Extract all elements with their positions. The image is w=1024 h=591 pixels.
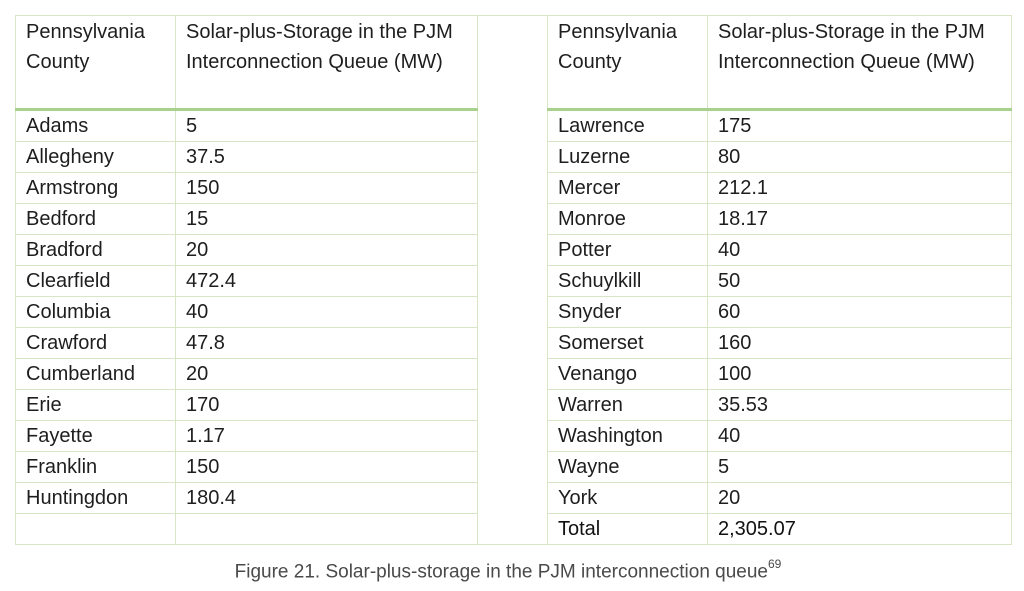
county-cell: Luzerne (547, 141, 708, 173)
mw-cell: 5 (175, 109, 478, 142)
mw-cell: 80 (707, 141, 1012, 173)
column-spacer (477, 482, 548, 514)
county-cell: York (547, 482, 708, 514)
county-cell: Wayne (547, 451, 708, 483)
table-row: Bradford 20 Potter 40 (15, 234, 1012, 266)
table-body: Adams 5 Lawrence 175 Allegheny 37.5 Luzerne 80 A… (15, 109, 1012, 545)
mw-cell: 18.17 (707, 203, 1012, 235)
county-cell: Allegheny (15, 141, 176, 173)
column-spacer (477, 172, 548, 204)
mw-cell: 20 (175, 234, 478, 266)
county-cell (15, 513, 176, 545)
county-cell: Adams (15, 109, 176, 142)
county-cell: Lawrence (547, 109, 708, 142)
mw-cell: 212.1 (707, 172, 1012, 204)
table-row: Crawford 47.8 Somerset 160 (15, 327, 1012, 359)
mw-cell: 150 (175, 451, 478, 483)
column-spacer (477, 203, 548, 235)
header-capacity-right: Solar-plus-Storage in the PJM Interconne… (707, 15, 1012, 111)
header-capacity-left: Solar-plus-Storage in the PJM Interconne… (175, 15, 478, 111)
mw-cell: 20 (707, 482, 1012, 514)
mw-cell: 40 (707, 420, 1012, 452)
county-cell: Bradford (15, 234, 176, 266)
column-spacer (477, 296, 548, 328)
county-cell: Cumberland (15, 358, 176, 390)
column-spacer (477, 265, 548, 297)
mw-cell: 50 (707, 265, 1012, 297)
mw-cell: 47.8 (175, 327, 478, 359)
mw-cell: 160 (707, 327, 1012, 359)
county-cell: Columbia (15, 296, 176, 328)
column-spacer (477, 327, 548, 359)
mw-cell: 5 (707, 451, 1012, 483)
county-cell: Warren (547, 389, 708, 421)
total-value-cell: 2,305.07 (707, 513, 1012, 545)
mw-cell: 40 (175, 296, 478, 328)
table-row: Fayette 1.17 Washington 40 (15, 420, 1012, 452)
caption-text: Figure 21. Solar-plus-storage in the PJM… (234, 561, 768, 583)
table-row: Erie 170 Warren 35.53 (15, 389, 1012, 421)
mw-cell: 100 (707, 358, 1012, 390)
table-row: Cumberland 20 Venango 100 (15, 358, 1012, 390)
mw-cell: 37.5 (175, 141, 478, 173)
mw-cell: 15 (175, 203, 478, 235)
county-cell: Potter (547, 234, 708, 266)
county-cell: Huntingdon (15, 482, 176, 514)
column-spacer (477, 420, 548, 452)
mw-cell: 40 (707, 234, 1012, 266)
county-cell: Monroe (547, 203, 708, 235)
column-spacer (477, 234, 548, 266)
table-row: Adams 5 Lawrence 175 (15, 109, 1012, 142)
table-row: Columbia 40 Snyder 60 (15, 296, 1012, 328)
header-county-left: Pennsylvania County (15, 15, 176, 111)
mw-cell: 20 (175, 358, 478, 390)
table-row: Allegheny 37.5 Luzerne 80 (15, 141, 1012, 173)
table-row: Clearfield 472.4 Schuylkill 50 (15, 265, 1012, 297)
county-cell: Crawford (15, 327, 176, 359)
figure-caption: Figure 21. Solar-plus-storage in the PJM… (0, 557, 1016, 583)
county-cell: Somerset (547, 327, 708, 359)
county-cell: Washington (547, 420, 708, 452)
mw-cell: 472.4 (175, 265, 478, 297)
county-cell: Mercer (547, 172, 708, 204)
mw-cell (175, 513, 478, 545)
table-row: Franklin 150 Wayne 5 (15, 451, 1012, 483)
mw-cell: 1.17 (175, 420, 478, 452)
county-cell: Armstrong (15, 172, 176, 204)
table-row: Total 2,305.07 (15, 513, 1012, 545)
column-spacer (477, 358, 548, 390)
total-label-cell: Total (547, 513, 708, 545)
table-row: Bedford 15 Monroe 18.17 (15, 203, 1012, 235)
footnote-marker: 69 (768, 557, 782, 571)
county-cell: Franklin (15, 451, 176, 483)
column-spacer (477, 109, 548, 142)
column-spacer (477, 15, 548, 110)
mw-cell: 35.53 (707, 389, 1012, 421)
county-cell: Clearfield (15, 265, 176, 297)
table-row: Huntingdon 180.4 York 20 (15, 482, 1012, 514)
mw-cell: 175 (707, 109, 1012, 142)
column-spacer (477, 141, 548, 173)
column-spacer (477, 513, 548, 545)
table-row: Armstrong 150 Mercer 212.1 (15, 172, 1012, 204)
mw-cell: 170 (175, 389, 478, 421)
county-cell: Schuylkill (547, 265, 708, 297)
mw-cell: 150 (175, 172, 478, 204)
table-header-row: Pennsylvania County Solar-plus-Storage i… (15, 15, 1012, 111)
mw-cell: 60 (707, 296, 1012, 328)
county-cell: Fayette (15, 420, 176, 452)
county-cell: Bedford (15, 203, 176, 235)
county-cell: Snyder (547, 296, 708, 328)
county-cell: Venango (547, 358, 708, 390)
solar-storage-county-table: Pennsylvania County Solar-plus-Storage i… (15, 15, 1012, 545)
column-spacer (477, 389, 548, 421)
header-county-right: Pennsylvania County (547, 15, 708, 111)
county-cell: Erie (15, 389, 176, 421)
column-spacer (477, 451, 548, 483)
mw-cell: 180.4 (175, 482, 478, 514)
